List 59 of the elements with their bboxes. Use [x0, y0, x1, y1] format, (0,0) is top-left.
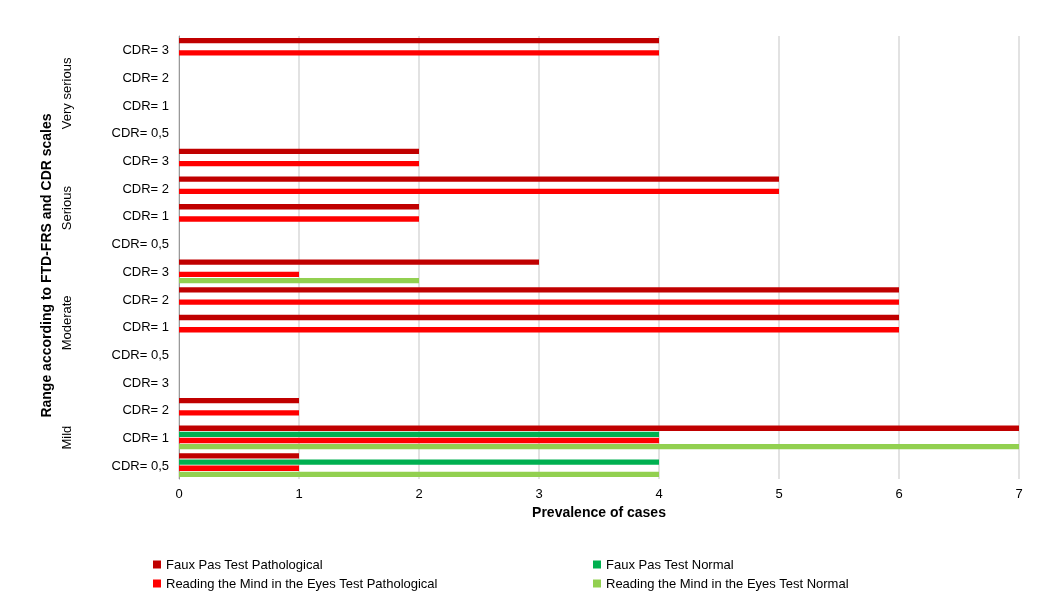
x-tick-label: 1 [295, 486, 303, 501]
y-tick-label: CDR= 0,5 [111, 125, 169, 141]
bar [179, 465, 299, 471]
x-tick-label: 0 [175, 486, 183, 501]
text: Moderate [58, 295, 74, 351]
bar [179, 327, 899, 333]
bar [179, 188, 779, 195]
bar [179, 299, 899, 305]
bar [179, 204, 419, 210]
legend-label: Faux Pas Test Normal [606, 557, 734, 572]
y-tick-label: CDR= 1 [122, 319, 169, 335]
bar [179, 277, 419, 284]
y-tick-label: CDR= 3 [122, 263, 169, 279]
legend-label: Faux Pas Test Pathological [166, 557, 323, 572]
bar [179, 216, 419, 222]
bar [179, 437, 659, 444]
bar [179, 431, 659, 438]
bar [179, 471, 659, 478]
x-tick-label: 2 [415, 486, 423, 501]
bar [179, 444, 1019, 450]
legend-label: Reading the Mind in the Eyes Test Pathological [166, 576, 438, 591]
y-tick-label: CDR= 1 [122, 208, 169, 224]
text: Mild [58, 425, 74, 450]
x-axis-title: Prevalence of cases [532, 504, 667, 520]
y-tick-label: CDR= 3 [122, 42, 169, 58]
bar [179, 410, 299, 416]
x-tick-label: 3 [535, 486, 543, 501]
y-tick-label: CDR= 1 [122, 97, 169, 113]
legend-label: Reading the Mind in the Eyes Test Normal [606, 576, 849, 591]
y-tick-label: CDR= 2 [122, 180, 169, 196]
y-tick-label: CDR= 1 [122, 429, 169, 445]
bar [179, 397, 299, 404]
bar [179, 259, 539, 265]
bar [179, 287, 899, 293]
bar [179, 161, 419, 167]
bar [179, 453, 299, 459]
y-tick-label: CDR= 2 [122, 402, 169, 418]
bar [179, 425, 1019, 431]
text: Serious [58, 185, 74, 231]
text: Very serious [58, 57, 74, 130]
y-tick-label: CDR= 3 [122, 374, 169, 390]
bar [179, 37, 659, 44]
bar [179, 271, 299, 278]
y-tick-label: CDR= 3 [122, 153, 169, 169]
bar [179, 314, 899, 321]
bar [179, 148, 419, 155]
x-tick-label: 4 [655, 486, 663, 501]
y-axis-title: Range according to FTD-FRS and CDR scales [38, 113, 54, 418]
bar [179, 50, 659, 56]
x-tick-label: 7 [1015, 486, 1023, 501]
bar [179, 459, 659, 465]
x-tick-label: 6 [895, 486, 903, 501]
bar [179, 176, 779, 182]
y-tick-label: CDR= 0,5 [111, 346, 169, 362]
y-tick-label: CDR= 2 [122, 70, 169, 86]
y-tick-label: CDR= 0,5 [111, 457, 169, 473]
x-tick-label: 5 [775, 486, 783, 501]
y-tick-label: CDR= 2 [122, 291, 169, 307]
y-tick-label: CDR= 0,5 [111, 236, 169, 252]
